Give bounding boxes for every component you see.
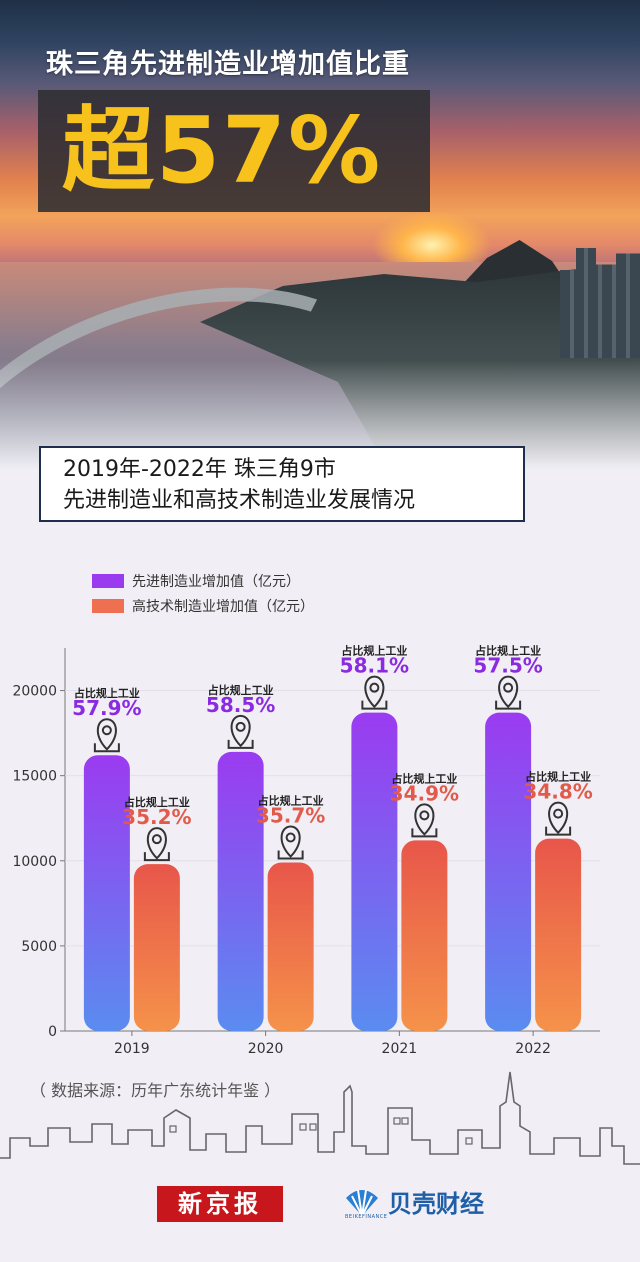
location-pin-icon	[545, 801, 572, 836]
location-pin-icon	[411, 803, 438, 838]
bar-advanced-2021	[351, 712, 398, 1031]
skyline-illustration	[0, 1071, 640, 1165]
y-tick-label: 10000	[12, 854, 57, 870]
pin-dot	[419, 810, 430, 821]
share-caption: 占比规上工业	[258, 793, 324, 807]
share-caption: 占比规上工业	[475, 644, 541, 658]
location-pin-icon	[227, 714, 254, 749]
y-tick-label: 5000	[21, 939, 57, 955]
pin-base	[227, 739, 254, 749]
legend-item-advanced: 先进制造业增加值（亿元）	[92, 568, 314, 593]
share-value: 34.8%	[523, 780, 592, 804]
x-tick-label: 2019	[114, 1041, 150, 1057]
x-tick-label: 2021	[382, 1041, 418, 1057]
subtitle-line-1: 2019年-2022年 珠三角9市	[63, 457, 336, 482]
location-pin-icon	[495, 675, 522, 710]
bar-hightech-2020	[267, 862, 314, 1031]
pin-outline	[364, 675, 385, 709]
bar-advanced-2019	[83, 755, 130, 1031]
location-pin-icon	[361, 675, 388, 710]
y-tick-label: 15000	[12, 769, 57, 785]
pin-outline	[414, 803, 435, 836]
share-caption: 占比规上工业	[124, 795, 190, 809]
footer-logos: 新京报 贝壳财经 BEIKEFINANCE	[0, 1180, 640, 1230]
share-caption: 占比规上工业	[391, 771, 457, 785]
x-tick-label: 2022	[515, 1041, 551, 1057]
share-caption: 占比规上工业	[341, 644, 407, 658]
share-value: 57.5%	[473, 654, 542, 678]
location-pin-icon	[93, 718, 120, 753]
pin-base	[411, 828, 438, 838]
x-tick-label: 2020	[248, 1041, 284, 1057]
legend-item-hightech: 高技术制造业增加值（亿元）	[92, 593, 314, 618]
legend-label-advanced: 先进制造业增加值（亿元）	[132, 573, 300, 590]
pin-base	[361, 700, 388, 710]
pin-outline	[280, 825, 301, 858]
share-value: 58.5%	[206, 693, 275, 717]
pin-base	[93, 743, 120, 753]
pin-dot	[285, 832, 296, 843]
pin-base	[545, 826, 572, 836]
subtitle-box: 2019年-2022年 珠三角9市 先进制造业和高技术制造业发展情况	[39, 446, 525, 522]
share-value: 57.9%	[72, 696, 141, 720]
pin-dot	[151, 834, 162, 845]
headline: 珠三角先进制造业增加值比重	[46, 49, 410, 80]
location-pin-icon	[143, 827, 170, 862]
legend-swatch-orange	[92, 598, 124, 613]
big-number-box: 超57%	[38, 90, 430, 212]
pin-dot	[503, 682, 514, 693]
subtitle-line-2: 先进制造业和高技术制造业发展情况	[63, 488, 416, 513]
share-caption: 占比规上工业	[525, 770, 591, 784]
pin-dot	[235, 721, 246, 732]
pin-dot	[369, 682, 380, 693]
shell-icon	[346, 1189, 378, 1216]
data-source: （ 数据来源：历年广东统计年鉴 ）	[30, 1081, 281, 1100]
bar-advanced-2022	[485, 712, 532, 1031]
y-tick-label: 0	[48, 1024, 57, 1040]
chart-legend: 先进制造业增加值（亿元） 高技术制造业增加值（亿元）	[92, 568, 314, 618]
share-value: 35.2%	[122, 805, 191, 829]
share-caption: 占比规上工业	[74, 686, 140, 700]
beike-logo: 贝壳财经	[342, 1184, 484, 1219]
beike-name: 贝壳财经	[388, 1190, 484, 1218]
bar-hightech-2022	[535, 838, 582, 1031]
hero-photo: 珠三角先进制造业增加值比重 超57%	[0, 0, 640, 470]
pin-outline	[146, 827, 167, 860]
location-pin-icon	[277, 825, 304, 860]
pin-outline	[548, 801, 569, 835]
bar-chart: 0 5000 10000 15000 20000 2019 2020 2021 2022 占比规…	[12, 644, 600, 1057]
y-tick-label: 20000	[12, 684, 57, 700]
pin-dot	[101, 725, 112, 736]
share-value: 35.7%	[256, 803, 325, 827]
big-number: 超57%	[62, 97, 383, 204]
pin-dot	[553, 808, 564, 819]
share-caption: 占比规上工业	[208, 683, 274, 697]
bar-hightech-2021	[401, 840, 448, 1031]
xjb-logo: 新京报	[157, 1186, 283, 1222]
pin-base	[143, 852, 170, 862]
legend-label-hightech: 高技术制造业增加值（亿元）	[132, 598, 314, 615]
share-value: 34.9%	[390, 781, 459, 805]
pin-outline	[96, 718, 117, 751]
legend-swatch-purple	[92, 573, 124, 588]
pin-base	[495, 700, 522, 710]
share-value: 58.1%	[340, 654, 409, 678]
pin-outline	[230, 714, 251, 748]
bar-advanced-2020	[217, 751, 264, 1031]
pin-outline	[498, 675, 519, 709]
bar-hightech-2019	[133, 864, 180, 1031]
beike-subtitle: BEIKEFINANCE	[345, 1214, 388, 1220]
pin-base	[277, 850, 304, 860]
